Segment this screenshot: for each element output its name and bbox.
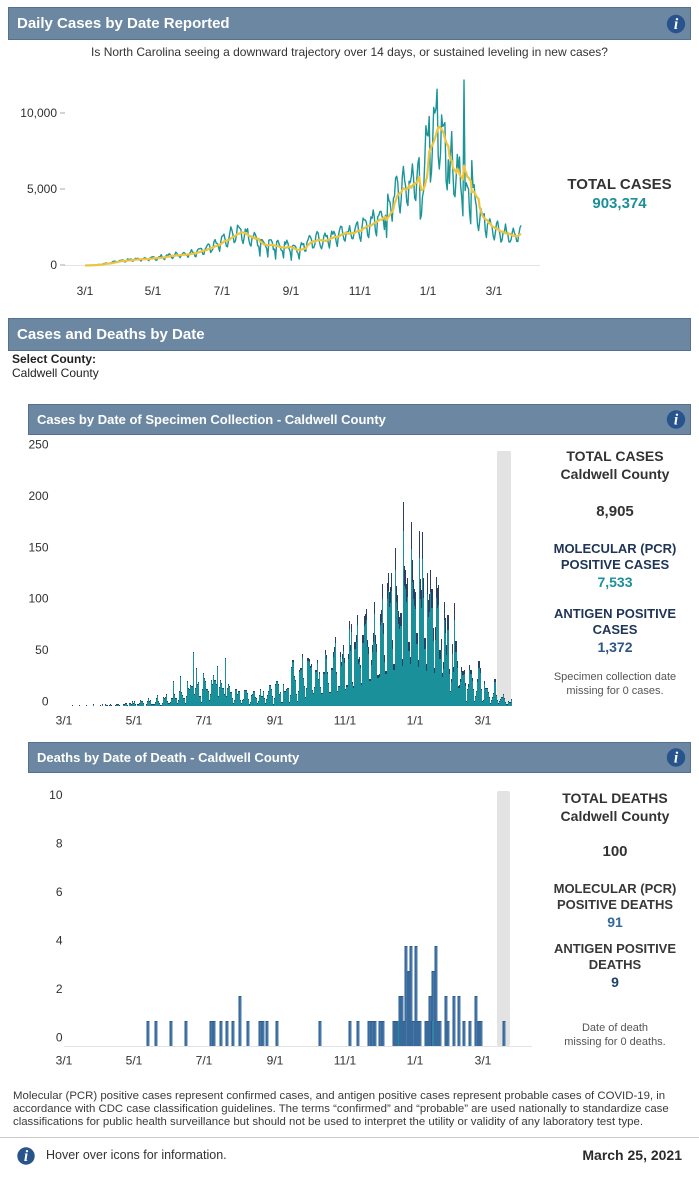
- svg-text:i: i: [674, 16, 679, 33]
- svg-text:100: 100: [28, 592, 48, 606]
- svg-text:3/1: 3/1: [56, 714, 73, 728]
- svg-text:4: 4: [56, 934, 63, 948]
- svg-text:1/1: 1/1: [420, 284, 437, 298]
- svg-text:200: 200: [28, 489, 48, 503]
- svg-text:0: 0: [56, 1031, 63, 1045]
- svg-text:6: 6: [56, 885, 63, 899]
- svg-text:2: 2: [56, 982, 63, 996]
- svg-text:5/1: 5/1: [145, 284, 162, 298]
- svg-text:0: 0: [42, 695, 49, 709]
- svg-text:3/1: 3/1: [475, 1054, 492, 1068]
- svg-text:9/1: 9/1: [283, 284, 300, 298]
- svg-text:5/1: 5/1: [126, 1054, 143, 1068]
- svg-text:3/1: 3/1: [77, 284, 94, 298]
- svg-text:1/1: 1/1: [407, 714, 424, 728]
- svg-text:50: 50: [35, 643, 49, 657]
- svg-text:11/1: 11/1: [349, 284, 372, 298]
- svg-text:11/1: 11/1: [334, 714, 357, 728]
- svg-text:250: 250: [28, 438, 48, 452]
- svg-text:5,000: 5,000: [27, 182, 57, 196]
- svg-text:0: 0: [50, 258, 57, 272]
- svg-text:3/1: 3/1: [486, 284, 503, 298]
- svg-text:150: 150: [28, 540, 48, 554]
- svg-text:10,000: 10,000: [20, 106, 57, 120]
- svg-text:10: 10: [49, 788, 63, 802]
- svg-text:i: i: [674, 412, 679, 429]
- svg-text:7/1: 7/1: [214, 284, 231, 298]
- svg-text:3/1: 3/1: [475, 714, 492, 728]
- svg-text:3/1: 3/1: [56, 1054, 73, 1068]
- svg-text:9/1: 9/1: [267, 714, 284, 728]
- svg-text:5/1: 5/1: [126, 714, 143, 728]
- svg-text:1/1: 1/1: [407, 1054, 424, 1068]
- svg-text:8: 8: [56, 837, 63, 851]
- svg-text:11/1: 11/1: [334, 1054, 357, 1068]
- svg-text:9/1: 9/1: [267, 1054, 284, 1068]
- svg-text:7/1: 7/1: [196, 1054, 213, 1068]
- svg-text:i: i: [674, 750, 679, 767]
- svg-text:i: i: [24, 1148, 29, 1165]
- svg-text:7/1: 7/1: [196, 714, 213, 728]
